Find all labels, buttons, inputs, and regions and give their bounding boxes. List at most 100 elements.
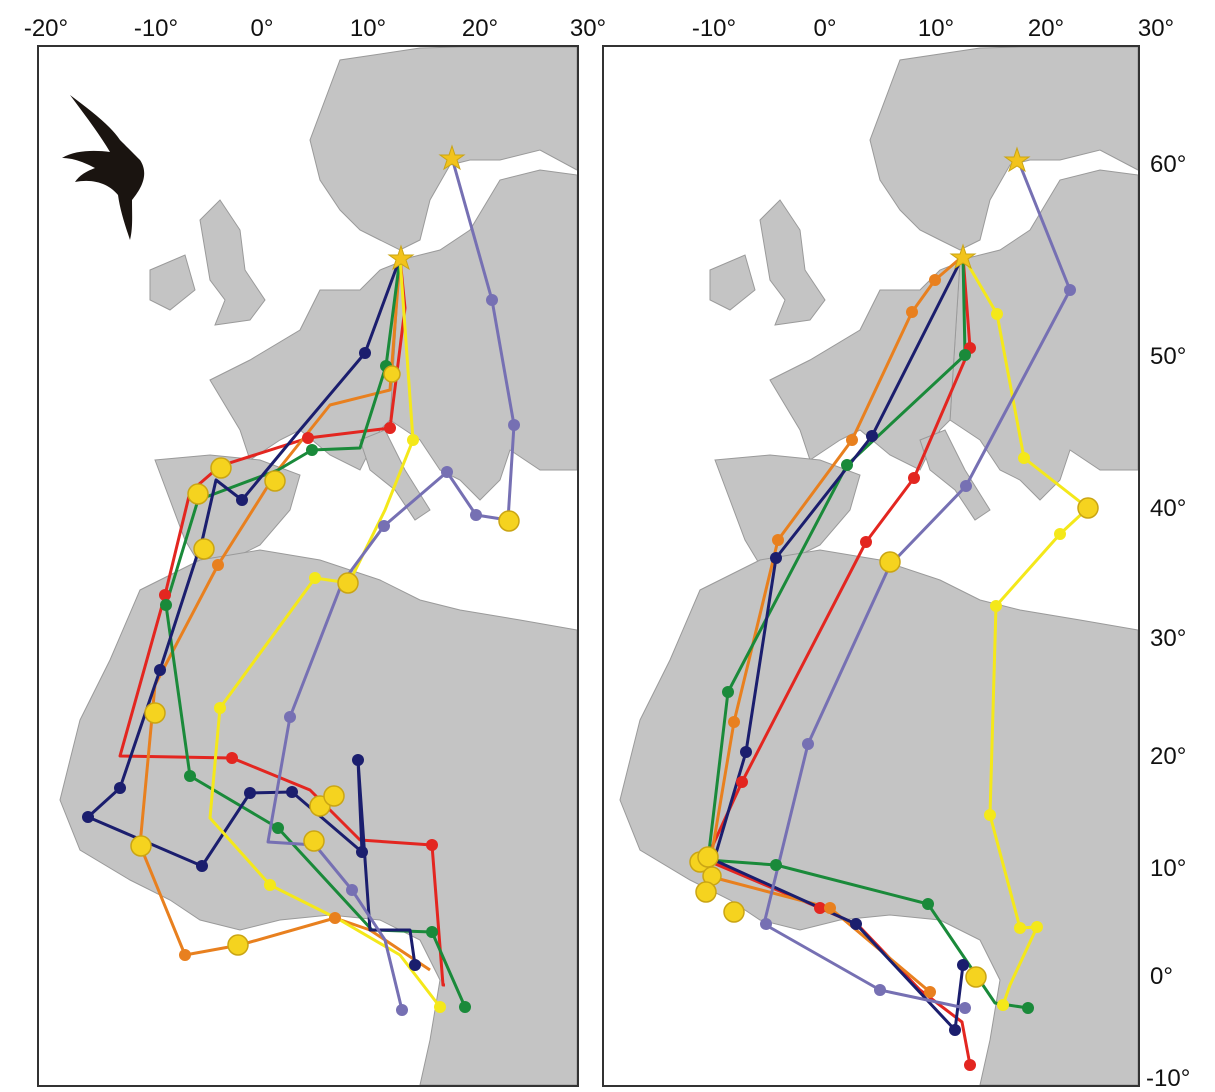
major-stopover — [264, 470, 286, 492]
major-stopover — [144, 702, 166, 724]
stopover-point — [378, 520, 390, 532]
stopover-point — [82, 811, 94, 823]
breeding-site-star-icon — [438, 144, 466, 171]
stopover-point — [409, 959, 421, 971]
stopover-point — [179, 949, 191, 961]
stopover-point — [434, 1001, 446, 1013]
lon-label: -20° — [24, 15, 68, 42]
lat-label: 40° — [1150, 495, 1186, 522]
stopover-point — [459, 1001, 471, 1013]
lat-label: 60° — [1150, 151, 1186, 178]
stopover-point — [959, 349, 971, 361]
lat-label: 0° — [1150, 963, 1173, 990]
stopover-point — [309, 572, 321, 584]
britain-land — [759, 199, 826, 326]
major-stopover — [498, 510, 520, 532]
top-longitude-labels-left: -20° -10° 0° 10° 20° 30° — [24, 15, 606, 42]
stopover-point — [866, 430, 878, 442]
stopover-point — [226, 752, 238, 764]
breeding-site-star-icon — [387, 244, 415, 271]
stopover-point — [929, 274, 941, 286]
lon-label: 20° — [462, 15, 498, 42]
breeding-site-star-icon — [949, 243, 977, 270]
stopover-point — [160, 599, 172, 611]
stopover-point — [960, 480, 972, 492]
lat-label: 50° — [1150, 343, 1186, 370]
stopover-point — [1031, 921, 1043, 933]
stopover-point — [154, 664, 166, 676]
stopover-point — [906, 306, 918, 318]
stopover-point — [212, 559, 224, 571]
stopover-point — [949, 1024, 961, 1036]
stopover-point — [426, 926, 438, 938]
left-map-panel — [37, 45, 579, 1087]
stopover-point — [359, 347, 371, 359]
ireland-land — [149, 254, 196, 311]
major-stopover — [210, 457, 232, 479]
stopover-point — [196, 860, 208, 872]
major-stopover — [695, 881, 717, 903]
stopover-point — [441, 466, 453, 478]
track-purple-right — [762, 159, 1072, 1010]
stopover-point — [997, 999, 1009, 1011]
track-red-left — [118, 257, 445, 987]
stopover-point — [990, 600, 1002, 612]
stopover-point — [214, 702, 226, 714]
stopover-point — [426, 839, 438, 851]
stopover-point — [114, 782, 126, 794]
stopover-point — [846, 434, 858, 446]
stopover-point — [922, 898, 934, 910]
stopover-point — [346, 884, 358, 896]
swift-silhouette-icon — [62, 95, 145, 240]
top-longitude-labels-right: -10° 0° 10° 20° 30° — [692, 15, 1174, 42]
major-stopover — [130, 835, 152, 857]
lat-label: 10° — [1150, 855, 1186, 882]
right-map-panel — [602, 45, 1140, 1087]
stopover-point — [908, 472, 920, 484]
lon-label: 10° — [918, 15, 954, 42]
track-navy-right — [712, 255, 965, 1032]
breeding-site-star-icon — [1003, 146, 1031, 173]
stopover-point — [352, 754, 364, 766]
stopover-point — [957, 959, 969, 971]
stopover-point — [770, 859, 782, 871]
scandinavia-land — [309, 47, 577, 251]
italy-land — [359, 429, 431, 521]
stopover-point — [991, 308, 1003, 320]
stopover-point — [302, 432, 314, 444]
stopover-point — [286, 786, 298, 798]
stopover-point — [722, 686, 734, 698]
stopover-point — [272, 822, 284, 834]
stopover-point — [841, 459, 853, 471]
left-track-lines — [86, 157, 516, 1011]
iberia-land — [714, 454, 861, 566]
stopover-point — [850, 918, 862, 930]
track-purple-left — [266, 157, 516, 1011]
lon-label: 0° — [251, 15, 274, 42]
major-stopover — [323, 785, 345, 807]
stopover-point — [396, 1004, 408, 1016]
stopover-point — [802, 738, 814, 750]
stopover-point — [860, 536, 872, 548]
stopover-point — [1014, 922, 1026, 934]
lon-label: 30° — [1138, 15, 1174, 42]
stopover-point — [159, 589, 171, 601]
major-stopover — [227, 934, 249, 956]
lon-label: 0° — [814, 15, 837, 42]
major-stopover — [303, 830, 325, 852]
stopover-point — [407, 434, 419, 446]
stopover-point — [760, 918, 772, 930]
stopover-point — [924, 986, 936, 998]
stopover-point — [329, 912, 341, 924]
right-latitude-labels: 60° 50° 40° 30° 20° 10° 0° -10° — [1146, 151, 1190, 1092]
africa-land — [619, 549, 1138, 1085]
major-stopover — [193, 538, 215, 560]
left-track-points — [82, 144, 520, 1016]
ireland-land — [709, 254, 756, 311]
stopover-point — [824, 902, 836, 914]
stopover-point — [356, 846, 368, 858]
major-stopover — [723, 901, 745, 923]
lat-label: -10° — [1146, 1065, 1190, 1092]
stopover-point — [284, 711, 296, 723]
